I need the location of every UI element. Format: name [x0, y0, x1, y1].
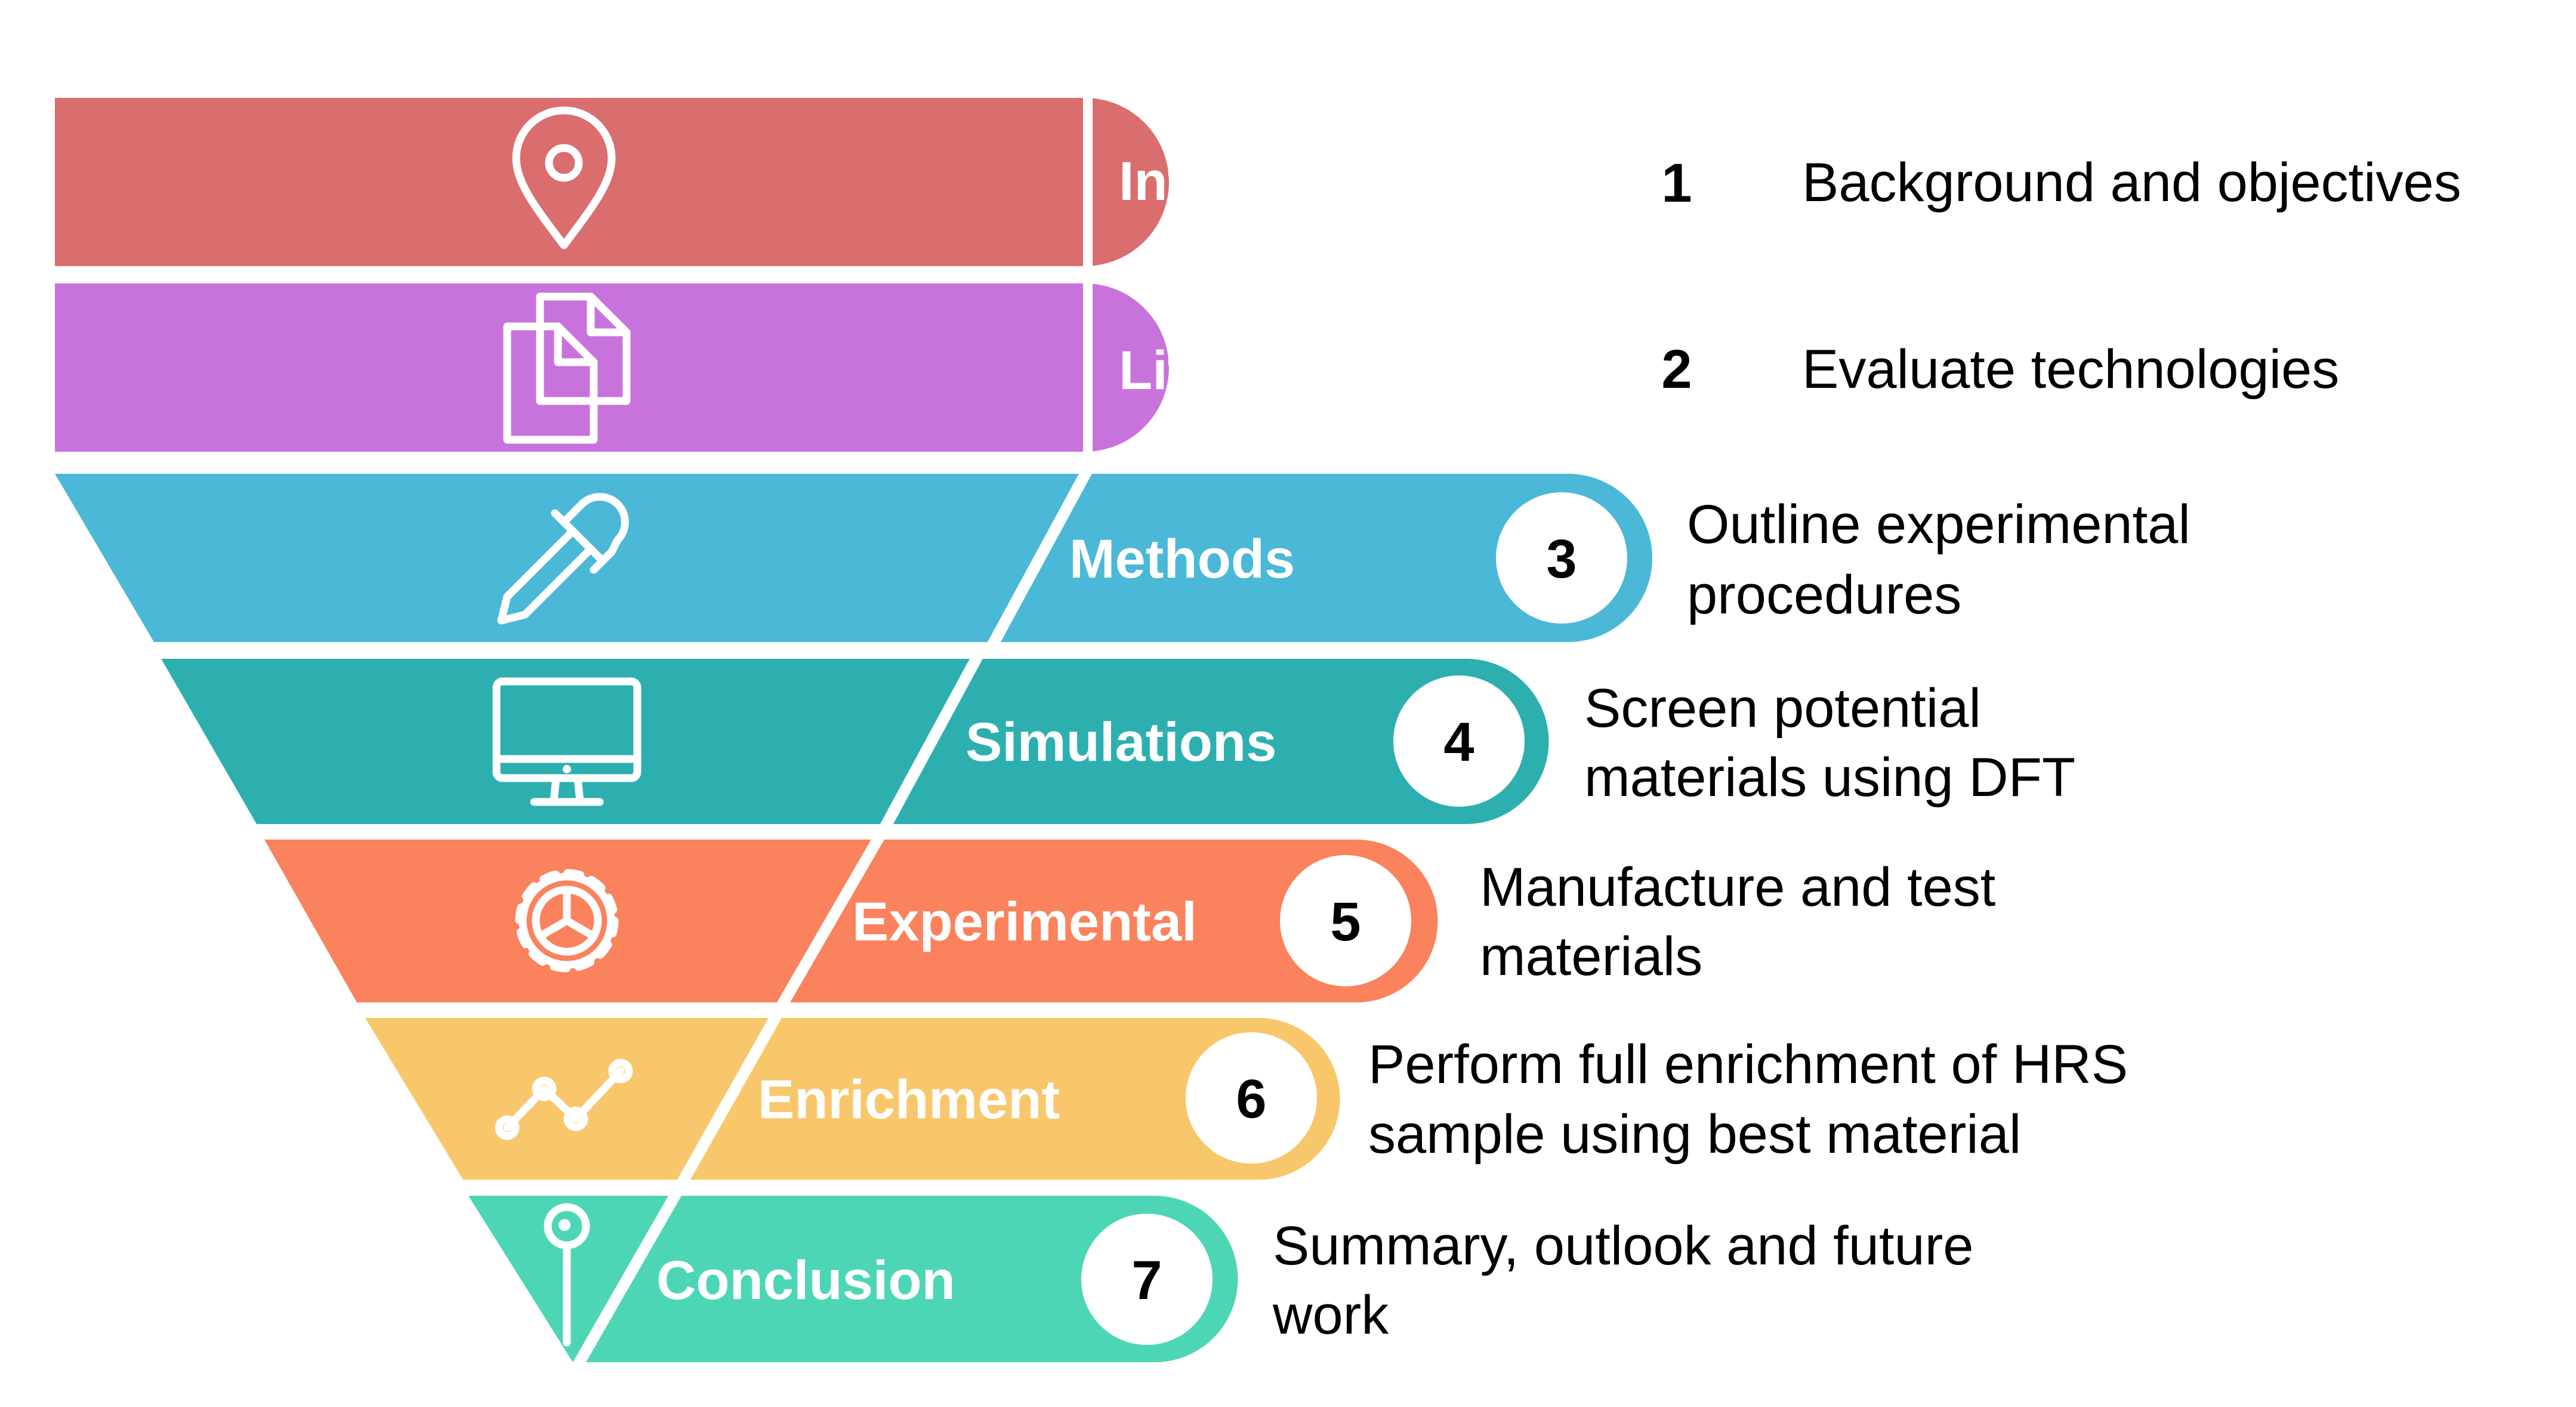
step-5-description-line-1: Manufacture and test	[1480, 857, 1995, 918]
step-4-number-badge	[1393, 675, 1525, 807]
step-3-description-line-2: procedures	[1687, 564, 1961, 625]
map-pin-icon	[512, 106, 616, 249]
step-5-label: Experimental	[852, 891, 1197, 952]
step-3-description: Outline experimental procedures	[1687, 494, 2205, 625]
step-2-description-line-1: Evaluate technologies	[1802, 339, 2339, 400]
step-4-number: 4	[1443, 712, 1474, 773]
step-1-band	[55, 98, 1169, 266]
step-6-band-right	[690, 1018, 1340, 1180]
step-2-band	[55, 283, 1169, 452]
step-row-7: Conclusion 7 Summary, outlook and future…	[468, 1196, 1989, 1362]
step-6-description-line-1: Perform full enrichment of HRS	[1368, 1034, 2128, 1095]
step-7-number: 7	[1131, 1250, 1162, 1311]
step-7-description-line-2: work	[1272, 1285, 1389, 1346]
step-2-label: Literature review	[1119, 340, 1559, 401]
step-5-description-line-2: materials	[1480, 926, 1702, 987]
line-chart-icon	[495, 1059, 633, 1140]
step-4-band-left	[161, 659, 970, 824]
step-3-label: Methods	[1069, 529, 1295, 590]
step-6-description-line-2: sample using best material	[1368, 1104, 2021, 1165]
step-1-description-line-1: Background and objectives	[1802, 152, 2461, 213]
monitor-icon	[492, 677, 641, 806]
step-row-6: Enrichment 6 Perform full enrichment of …	[365, 1018, 2143, 1180]
dropper-icon	[497, 493, 629, 625]
step-6-label: Enrichment	[758, 1069, 1060, 1130]
step-2-description: Evaluate technologies	[1802, 339, 2339, 400]
step-6-band-left	[365, 1018, 769, 1180]
step-1-description: Background and objectives	[1802, 152, 2461, 213]
step-4-label: Simulations	[965, 712, 1276, 773]
step-1-number: 1	[1661, 153, 1692, 214]
step-3-band-right	[1001, 474, 1652, 642]
step-4-description-line-1: Screen potential	[1584, 678, 1981, 739]
step-5-number-badge	[1280, 855, 1411, 986]
step-6-number: 6	[1236, 1069, 1266, 1130]
step-3-number: 3	[1546, 529, 1577, 590]
step-7-number-badge	[1081, 1214, 1213, 1345]
step-2-number: 2	[1661, 339, 1692, 400]
step-row-1: Introduction 1 Background and objectives	[55, 98, 2461, 266]
step-5-number: 5	[1330, 891, 1361, 952]
step-row-3: Methods 3 Outline experimental procedure…	[55, 474, 2205, 642]
step-4-description: Screen potential materials using DFT	[1584, 678, 2075, 808]
step-7-band-right	[586, 1196, 1238, 1362]
step-1-number-badge	[1611, 116, 1742, 248]
gear-icon	[515, 869, 619, 973]
step-7-label: Conclusion	[656, 1250, 955, 1311]
step-5-description: Manufacture and test materials	[1480, 857, 2011, 987]
step-4-description-line-2: materials using DFT	[1584, 747, 2075, 808]
step-row-2: Literature review 2 Evaluate technologie…	[55, 283, 2339, 452]
step-5-band-right	[790, 840, 1438, 1002]
step-1-label: Introduction	[1119, 151, 1439, 212]
step-row-4: Simulations 4 Screen potential materials…	[161, 659, 2075, 824]
step-3-band-left	[55, 474, 1079, 642]
step-6-description: Perform full enrichment of HRS sample us…	[1368, 1034, 2143, 1165]
step-6-number-badge	[1186, 1032, 1317, 1164]
step-7-description: Summary, outlook and future work	[1272, 1215, 1989, 1346]
step-3-number-badge	[1496, 492, 1627, 624]
step-3-description-line-1: Outline experimental	[1687, 494, 2191, 555]
push-pin-icon	[544, 1203, 590, 1347]
documents-icon	[503, 292, 631, 444]
step-7-description-line-1: Summary, outlook and future	[1273, 1215, 1973, 1276]
step-2-number-badge	[1611, 303, 1742, 434]
step-row-5: Experimental 5 Manufacture and test mate…	[264, 840, 2011, 1002]
step-4-band-right	[893, 659, 1549, 824]
